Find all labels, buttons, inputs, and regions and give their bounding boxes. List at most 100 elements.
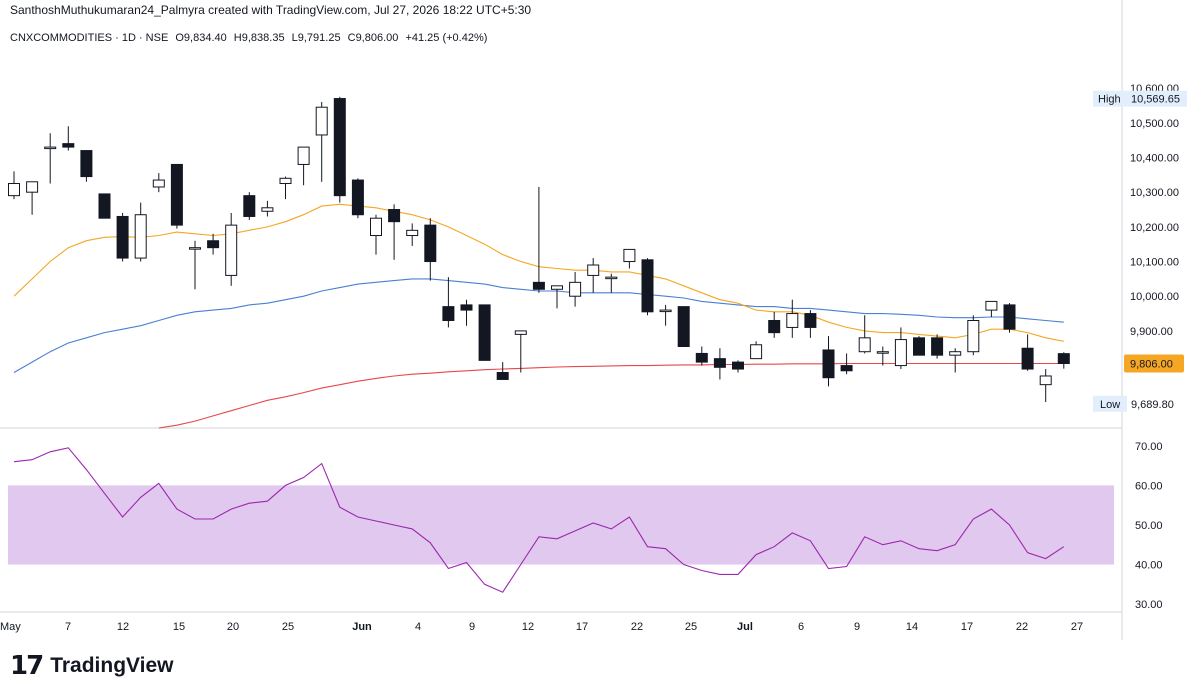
rsi-tick-label: 50.00 [1135, 520, 1163, 532]
rsi-tick-label: 30.00 [1135, 599, 1163, 611]
candle-up [551, 285, 563, 290]
candle-down [677, 306, 690, 348]
candle-down [695, 352, 708, 363]
change-value: +41.25 (+0.42%) [405, 32, 488, 44]
candle-up [152, 179, 165, 188]
candle-up [297, 146, 310, 165]
candle-down [98, 193, 111, 219]
candle-down [388, 209, 401, 223]
candle-up [225, 224, 238, 276]
candle-up [623, 248, 636, 263]
candle-up [189, 247, 201, 250]
candle-up [1039, 375, 1052, 386]
candle-down [80, 150, 93, 178]
candle-up [967, 319, 980, 353]
time-tick-label: Jun [352, 621, 372, 633]
low-label: Low [1100, 399, 1120, 411]
price-tick-label: 9,900.00 [1130, 326, 1173, 338]
high-label: High [1098, 94, 1121, 106]
time-tick-label: May [0, 621, 21, 633]
candle-down [116, 215, 129, 259]
candle-down [442, 306, 455, 321]
time-tick-label: 6 [798, 621, 804, 633]
candle-down [713, 358, 726, 368]
candle-down [913, 337, 925, 356]
time-tick-label: 17 [576, 621, 588, 633]
low-label-bg [1093, 395, 1127, 412]
candle-down [424, 224, 437, 263]
candle-down [460, 304, 473, 311]
time-tick-label: 9 [469, 621, 475, 633]
candle-down [804, 313, 817, 328]
time-tick-label: 15 [173, 621, 185, 633]
candle-down [1021, 347, 1034, 370]
time-tick-label: 17 [961, 621, 973, 633]
price-tick-label: 10,000.00 [1130, 291, 1179, 303]
tradingview-mark-icon: 17 [10, 651, 44, 681]
last-price-label: 9,806.00 [1130, 358, 1173, 370]
candle-up [315, 106, 328, 136]
candle-down [62, 143, 75, 148]
price-tick-label: 10,100.00 [1130, 257, 1179, 269]
candle-down [1003, 304, 1016, 330]
symbol-legend: CNXCOMMODITIES · 1D · NSE O9,834.40 H9,8… [10, 32, 491, 44]
candle-up [786, 313, 799, 328]
rsi-band [8, 485, 1114, 565]
candle-down [1057, 353, 1070, 364]
candle-down [840, 365, 853, 372]
candle-up [876, 351, 889, 354]
candle-up [134, 214, 147, 259]
candle-up [894, 339, 907, 367]
candle-up [949, 351, 962, 356]
ema-slow-line [158, 362, 1064, 429]
tradingview-logo: 17 TradingView [10, 652, 174, 680]
candle-up [858, 337, 871, 353]
candle-down [170, 163, 183, 226]
time-tick-label: 14 [906, 621, 918, 633]
candle-down [496, 372, 509, 380]
candle-up [659, 309, 672, 313]
candle-up [261, 207, 274, 212]
last-price-bg [1124, 354, 1184, 373]
candle-up [44, 146, 57, 150]
open-value: O9,834.40 [175, 32, 227, 44]
candle-up [370, 217, 382, 237]
candle-up [26, 181, 39, 193]
rsi-tick-label: 70.00 [1135, 441, 1163, 453]
candle-up [750, 344, 763, 360]
close-value: C9,806.00 [347, 32, 399, 44]
time-tick-label: 27 [1071, 621, 1083, 633]
candle-up [587, 264, 600, 276]
high-value-label: 10,569.65 [1131, 94, 1180, 106]
symbol-name[interactable]: CNXCOMMODITIES · 1D · NSE [10, 32, 169, 44]
time-tick-label: 4 [415, 621, 421, 633]
rsi-tick-label: 60.00 [1135, 480, 1163, 492]
rsi-tick-label: 40.00 [1135, 560, 1163, 572]
time-tick-label: 25 [282, 621, 294, 633]
time-tick-label: Jul [737, 621, 753, 633]
time-tick-label: 22 [631, 621, 643, 633]
candle-up [8, 183, 20, 197]
candle-down [351, 179, 364, 216]
candle-up [406, 229, 419, 237]
time-tick-label: 12 [117, 621, 129, 633]
tradingview-wordmark: TradingView [50, 654, 174, 677]
candle-up [605, 276, 618, 280]
price-tick-label: 10,200.00 [1130, 222, 1179, 234]
candle-down [333, 98, 346, 197]
price-tick-label: 10,300.00 [1130, 187, 1179, 199]
price-tick-label: 10,500.00 [1130, 118, 1179, 130]
low-value: L9,791.25 [291, 32, 341, 44]
rsi-line [13, 447, 1065, 593]
time-tick-label: 7 [65, 621, 71, 633]
time-tick-label: 20 [227, 621, 239, 633]
candle-down [478, 304, 491, 361]
high-label-bg [1093, 90, 1127, 107]
candle-up [985, 300, 998, 311]
time-tick-label: 12 [522, 621, 534, 633]
candle-down [207, 240, 220, 249]
candle-down [732, 361, 744, 370]
candle-down [768, 319, 781, 334]
high-value-bg [1127, 90, 1187, 107]
